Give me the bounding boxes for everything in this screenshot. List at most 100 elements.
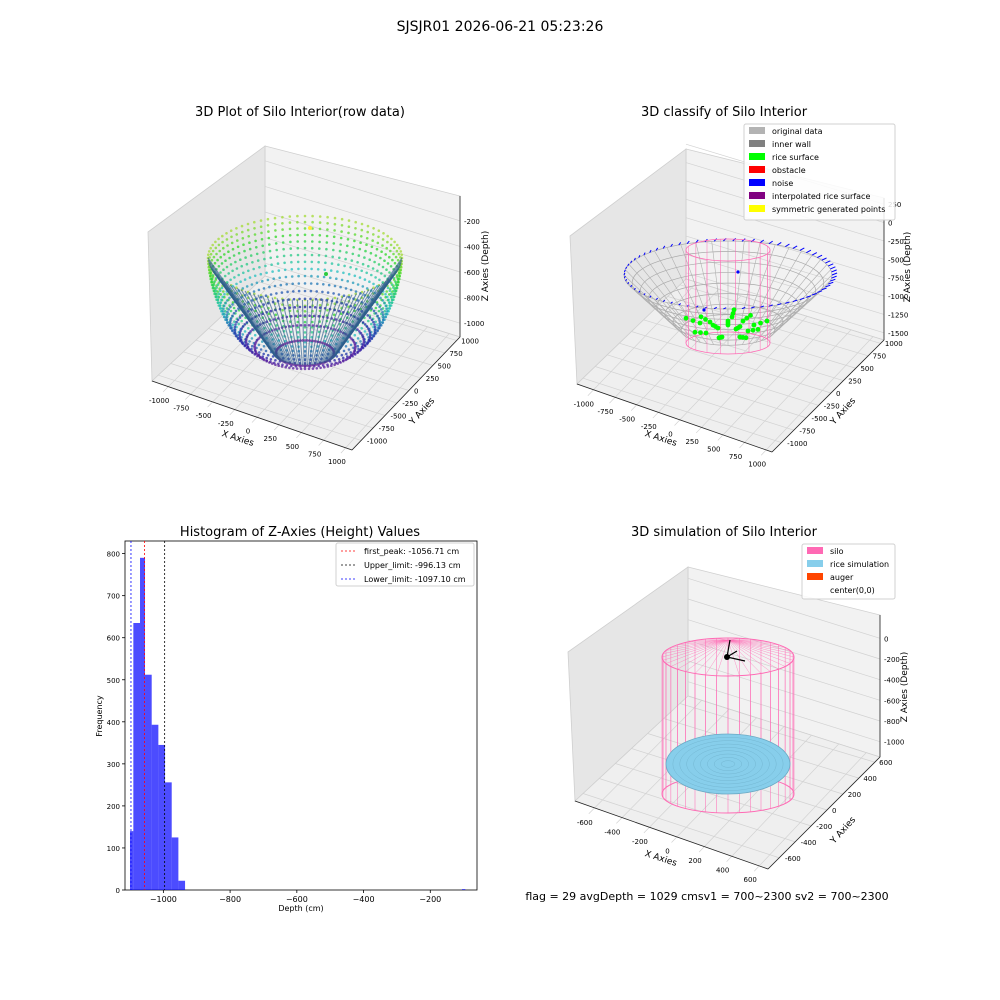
rice-simulation-surface bbox=[665, 733, 791, 795]
z-tick-label: -400 bbox=[464, 243, 480, 251]
x-tick-label: 1000 bbox=[328, 458, 346, 466]
y-tick-label: 0 bbox=[836, 390, 840, 398]
x-tick-label: -400 bbox=[604, 828, 620, 836]
x-tick-label: 200 bbox=[688, 857, 701, 865]
legend-swatch bbox=[807, 547, 823, 554]
y-tick-label: 100 bbox=[107, 845, 120, 853]
x-tick-label: -250 bbox=[218, 420, 234, 428]
panel-classify-3d: 3D classify of Silo Interior -1000 -750 -5… bbox=[569, 105, 913, 468]
y-tick-label: -250 bbox=[824, 402, 840, 410]
y-tick-label: 1000 bbox=[461, 337, 479, 345]
y-tick-label: -500 bbox=[390, 413, 406, 421]
x-tick-label: -600 bbox=[577, 819, 593, 827]
panel-sim-title: 3D simulation of Silo Interior bbox=[631, 525, 818, 540]
y-tick-label: 0 bbox=[116, 887, 120, 895]
legend-swatch bbox=[749, 166, 765, 173]
legend-label: silo bbox=[830, 547, 844, 556]
y-tick-label: 0 bbox=[414, 388, 418, 396]
histogram-ylabel: Frequency bbox=[95, 695, 104, 737]
panel-raw-title: 3D Plot of Silo Interior(row data) bbox=[195, 105, 405, 120]
x-tick-label: -500 bbox=[619, 416, 635, 424]
legend-swatch bbox=[749, 192, 765, 199]
panel-simulation-3d: 3D simulation of Silo Interior -600-400-… bbox=[567, 525, 910, 884]
x-tick-label: -1000 bbox=[574, 401, 594, 409]
legend-label: obstacle bbox=[772, 166, 806, 175]
panel-sim-axes-box bbox=[567, 566, 881, 872]
z-tick-label: -750 bbox=[888, 275, 904, 283]
legend-label: interpolated rice surface bbox=[772, 192, 870, 201]
x-tick-label: -750 bbox=[598, 408, 614, 416]
raw-point-cloud-bowl bbox=[206, 214, 404, 371]
x-tick-label: 0 bbox=[246, 428, 250, 436]
y-tick-label: -250 bbox=[402, 400, 418, 408]
figure-suptitle: SJSJR01 2026-06-21 05:23:26 bbox=[397, 19, 604, 35]
legend-swatch bbox=[749, 153, 765, 160]
z-tick-label: -500 bbox=[888, 256, 904, 264]
y-tick-label: -200 bbox=[816, 823, 832, 831]
legend-label: symmetric generated points bbox=[772, 205, 885, 214]
z-tick-label: -600 bbox=[464, 269, 480, 277]
legend-swatch bbox=[807, 573, 823, 580]
histogram-bar bbox=[178, 880, 186, 890]
x-tick-label: 0 bbox=[668, 431, 672, 439]
classified-point-cloud bbox=[623, 237, 838, 355]
histogram-legend: first_peak: -1056.71 cm Upper_limit: -996… bbox=[335, 542, 475, 587]
legend-label: rice simulation bbox=[830, 560, 889, 569]
silo-cylinder-wireframe bbox=[661, 637, 795, 814]
legend-label: Lower_limit: -1097.10 cm bbox=[364, 575, 466, 584]
y-tick-label: 600 bbox=[107, 635, 120, 643]
legend-label: Upper_limit: -996.13 cm bbox=[364, 561, 461, 570]
panel-classify-zlabel: Z Axies (Depth) bbox=[903, 232, 913, 303]
x-tick-label: 1000 bbox=[748, 460, 766, 468]
y-tick-label: -750 bbox=[379, 425, 395, 433]
x-tick-label: −1000 bbox=[150, 895, 177, 904]
legend-swatch bbox=[749, 205, 765, 212]
x-tick-label: -200 bbox=[632, 838, 648, 846]
histogram-title: Histogram of Z-Axies (Height) Values bbox=[180, 525, 420, 540]
x-tick-label: −800 bbox=[219, 895, 241, 904]
histogram-bar bbox=[171, 837, 179, 890]
z-tick-label: -200 bbox=[464, 218, 480, 226]
histogram-bars bbox=[130, 557, 466, 890]
z-tick-label: 0 bbox=[884, 635, 888, 643]
y-tick-label: 800 bbox=[107, 551, 120, 559]
histogram-y-ticks: 0 100 200 300 400 500 600 700 800 bbox=[107, 551, 125, 895]
z-tick-label: -1500 bbox=[888, 330, 908, 338]
z-tick-label: -250 bbox=[888, 238, 904, 246]
legend-label: original data bbox=[772, 127, 823, 136]
legend-label: first_peak: -1056.71 cm bbox=[364, 547, 459, 556]
histogram-bar bbox=[158, 744, 166, 890]
y-tick-label: -400 bbox=[801, 839, 817, 847]
y-tick-label: 200 bbox=[107, 803, 120, 811]
x-tick-label: 500 bbox=[286, 443, 299, 451]
histogram-bar bbox=[461, 889, 466, 890]
z-tick-label: 0 bbox=[888, 220, 892, 228]
x-tick-label: 600 bbox=[744, 876, 757, 884]
panel-histogram: Histogram of Z-Axies (Height) Values −10… bbox=[95, 525, 478, 913]
legend-swatch bbox=[749, 179, 765, 186]
y-tick-label: -500 bbox=[812, 415, 828, 423]
x-tick-label: −400 bbox=[353, 895, 375, 904]
histogram-plot-area bbox=[124, 540, 478, 891]
histogram-x-ticks: −1000 −800 −600 −400 −200 bbox=[150, 890, 441, 904]
y-tick-label: 300 bbox=[107, 761, 120, 769]
y-tick-label: -600 bbox=[785, 855, 801, 863]
legend-label: inner wall bbox=[772, 140, 811, 149]
panel-classify-title: 3D classify of Silo Interior bbox=[641, 105, 808, 120]
y-tick-label: -1000 bbox=[367, 438, 387, 446]
x-tick-label: -250 bbox=[641, 423, 657, 431]
y-tick-label: 400 bbox=[107, 719, 120, 727]
z-tick-label: -800 bbox=[464, 295, 480, 303]
x-tick-label: -750 bbox=[173, 405, 189, 413]
x-tick-label: 500 bbox=[707, 445, 720, 453]
histogram-bar bbox=[145, 674, 152, 890]
panel-classify-ylabel: Y Axies bbox=[828, 396, 858, 428]
panel-sim-zlabel: Z Axies (Depth) bbox=[900, 652, 910, 723]
panel-classify-xlabel: X Axies bbox=[643, 429, 678, 449]
histogram-bar bbox=[133, 622, 141, 890]
status-text: flag = 29 avgDepth = 1029 cmsv1 = 700~23… bbox=[525, 890, 888, 903]
x-tick-label: −600 bbox=[286, 895, 308, 904]
y-tick-label: 500 bbox=[860, 365, 873, 373]
y-tick-label: 1000 bbox=[885, 340, 903, 348]
x-tick-label: 750 bbox=[729, 453, 742, 461]
